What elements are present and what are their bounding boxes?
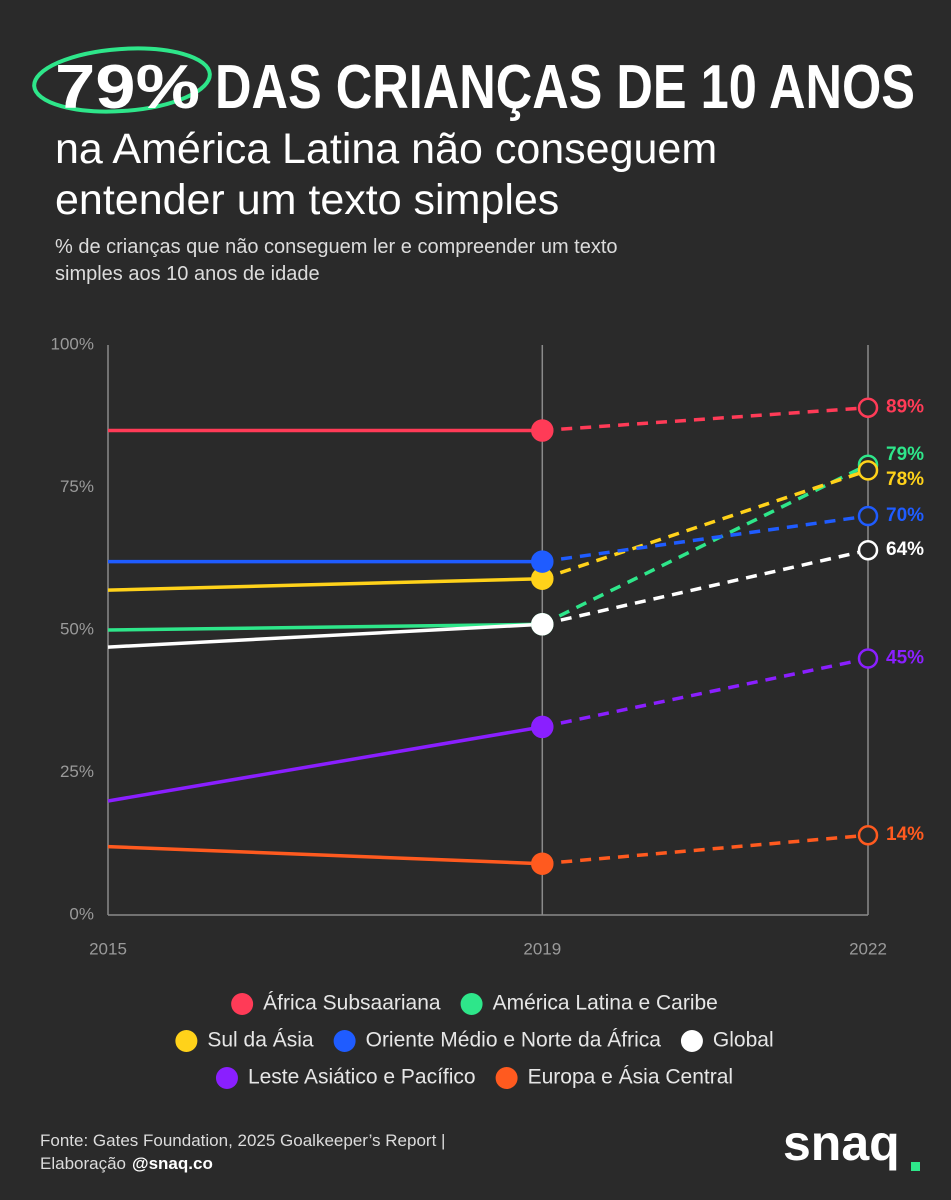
legend-swatch: [231, 993, 254, 1015]
x-tick-label: 2019: [523, 939, 561, 958]
source-handle: @snaq.co: [132, 1154, 213, 1173]
description-line: % de crianças que não conseguem ler e co…: [55, 236, 618, 258]
source-line: Elaboração @snaq.co: [40, 1154, 213, 1173]
source-text: Elaboração: [40, 1154, 126, 1173]
legend-label: Sul da Ásia: [207, 1029, 314, 1052]
value-label: 64%: [886, 539, 924, 560]
legend-label: África Subsaariana: [263, 992, 441, 1015]
value-label: 79%: [886, 444, 924, 465]
subtitle-line: entender um texto simples: [55, 176, 559, 224]
line-segment: [542, 833, 869, 866]
legend-label: Global: [713, 1029, 774, 1052]
point-marker: [857, 539, 879, 561]
line-segment: [107, 622, 543, 632]
value-label: 89%: [886, 397, 924, 418]
legend-label: Europa e Ásia Central: [528, 1066, 733, 1089]
description-line: simples aos 10 anos de idade: [55, 263, 320, 285]
y-tick-label: 50%: [60, 619, 94, 638]
value-label: 78%: [886, 469, 924, 490]
legend-swatch: [215, 1067, 238, 1089]
line-segment: [541, 463, 869, 626]
title: DAS CRIANÇAS DE 10 ANOS: [215, 53, 915, 122]
line-segment: [542, 514, 869, 564]
legend-label: Leste Asiático e Pacífico: [248, 1066, 476, 1089]
point-marker: [531, 550, 554, 573]
point-marker: [857, 648, 879, 669]
point-marker: [857, 824, 879, 846]
point-marker: [531, 852, 554, 875]
legend: África Subsaariana América Latina e Carib…: [175, 992, 774, 1089]
subtitle-line: na América Latina não conseguem: [55, 125, 717, 173]
x-tick-label: 2015: [89, 939, 127, 958]
point-marker: [531, 419, 554, 442]
point-marker: [857, 505, 879, 527]
x-tick-label: 2022: [849, 939, 887, 958]
highlight-scribble: [32, 46, 212, 114]
y-tick-label: 25%: [60, 762, 94, 781]
point-marker: [857, 460, 879, 481]
legend-label: Oriente Médio e Norte da África: [366, 1029, 662, 1052]
point-marker: [857, 397, 879, 418]
value-label: 45%: [886, 648, 924, 669]
line-segment: [107, 576, 543, 592]
point-marker: [531, 613, 554, 636]
logo: snaq: [783, 1115, 900, 1171]
line-segment: [541, 468, 869, 581]
point-marker: [531, 715, 554, 739]
value-label: 14%: [886, 824, 924, 845]
line-segment: [107, 622, 543, 649]
legend-swatch: [175, 1030, 198, 1052]
legend-swatch: [333, 1030, 356, 1052]
title-highlight: 79%: [55, 53, 200, 122]
y-tick-label: 0%: [69, 904, 94, 923]
logo-accent: [911, 1162, 920, 1171]
source-line: Fonte: Gates Foundation, 2025 Goalkeeper…: [40, 1131, 445, 1150]
legend-swatch: [460, 993, 483, 1015]
line-chart: 0% 25% 50% 75% 100% 2015 2019 2022 89% 79% 78% 70% 6…: [51, 334, 925, 958]
y-tick-label: 75%: [60, 477, 94, 496]
legend-swatch: [495, 1067, 518, 1089]
line-segment: [107, 725, 543, 803]
line-segment: [107, 844, 543, 866]
legend-label: América Latina e Caribe: [493, 992, 718, 1015]
line-segment: [542, 405, 869, 433]
value-label: 70%: [886, 505, 924, 526]
legend-swatch: [680, 1030, 703, 1052]
y-tick-label: 100%: [51, 334, 94, 353]
